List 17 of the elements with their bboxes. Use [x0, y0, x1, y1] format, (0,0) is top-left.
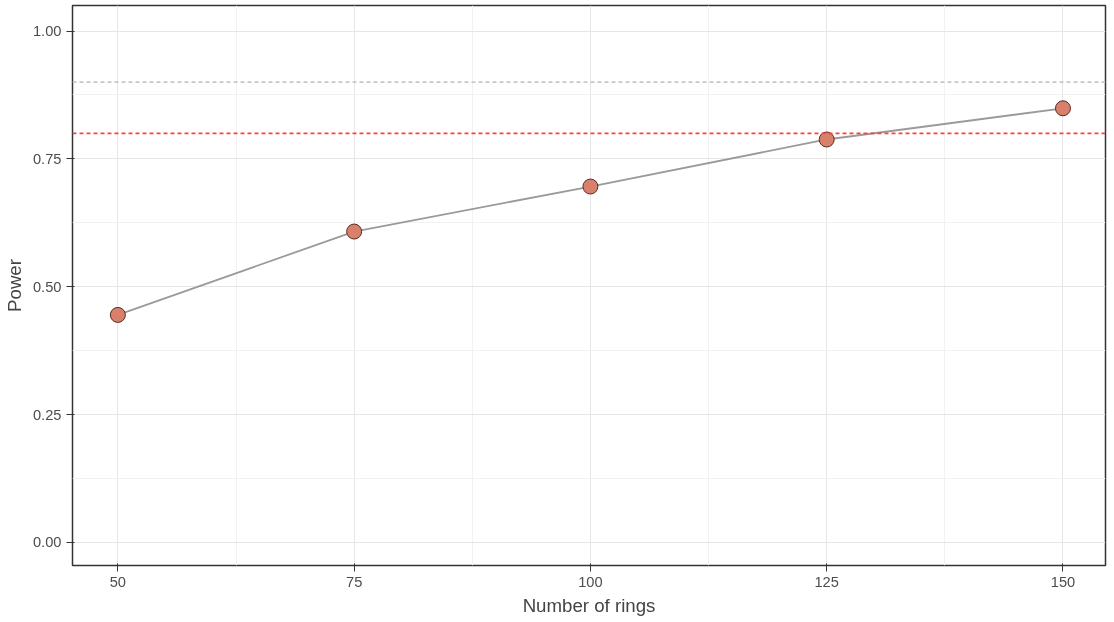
point — [818, 131, 835, 148]
x-tick-label: 125 — [814, 573, 839, 590]
y-axis-title: Power — [3, 259, 25, 312]
y-tick-label: 0.50 — [32, 278, 62, 295]
point — [582, 178, 599, 195]
y-tick-label: 1.00 — [32, 23, 62, 40]
y-tick-label: 0.25 — [32, 406, 62, 423]
y-tick-label: 0.75 — [32, 150, 62, 167]
x-tick-label: 75 — [345, 573, 363, 590]
x-tick-label: 50 — [109, 573, 127, 590]
point — [1054, 100, 1071, 117]
point — [109, 306, 126, 323]
y-tick-label: 0.00 — [32, 534, 62, 551]
x-axis-title: Number of rings — [522, 594, 656, 616]
point — [346, 223, 363, 240]
x-tick-label: 100 — [578, 573, 603, 590]
x-tick-label: 150 — [1050, 573, 1076, 590]
